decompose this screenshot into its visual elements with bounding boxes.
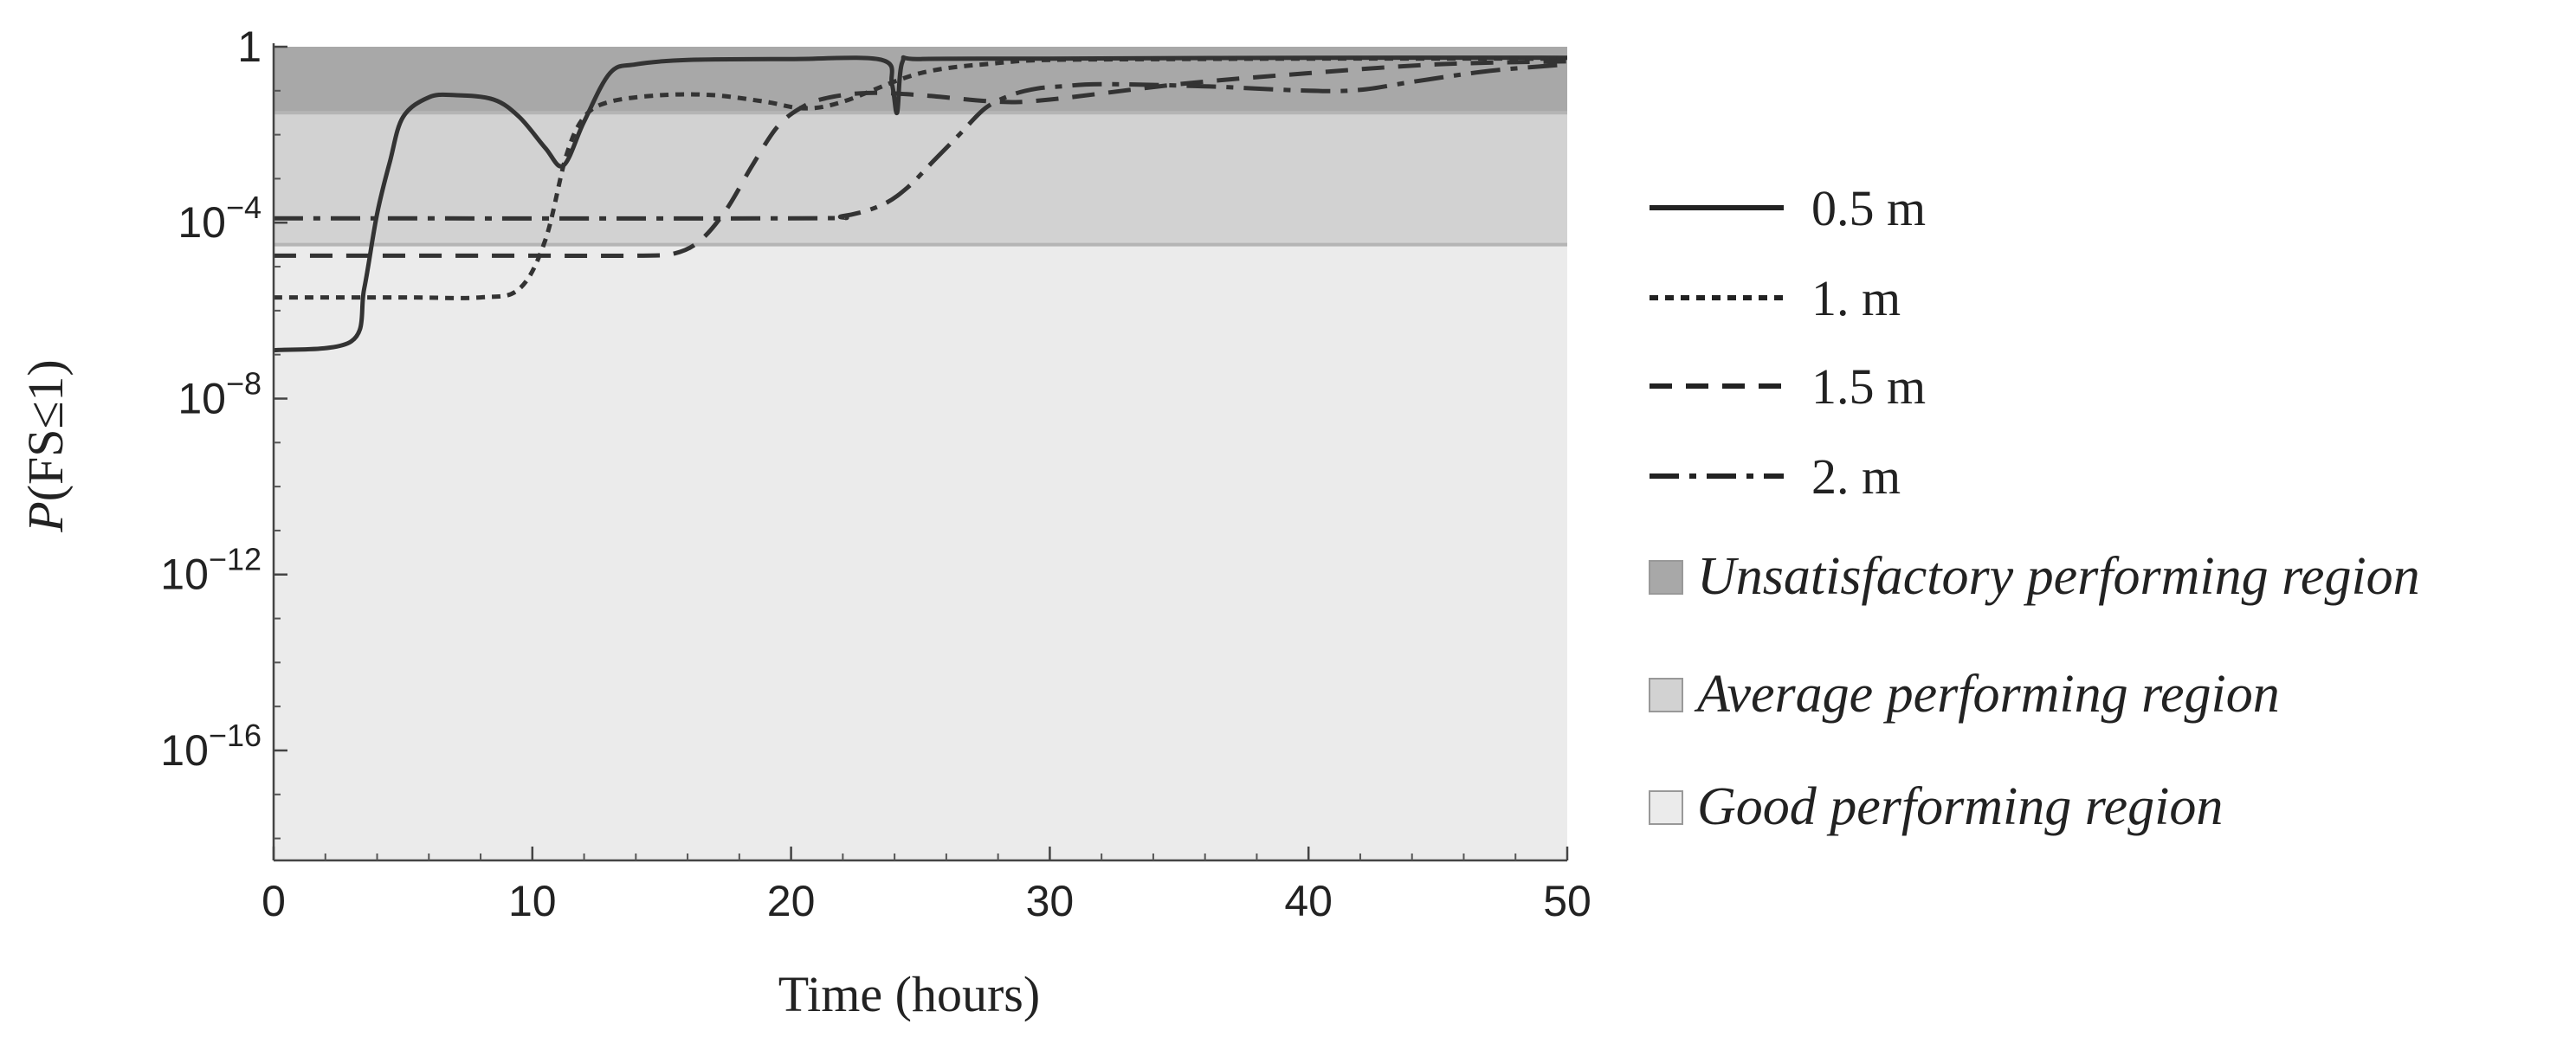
x-tick-label-1: 10: [508, 877, 557, 925]
legend-label-2: 1.5 m: [1811, 358, 1926, 415]
y-axis-label-italic: P: [17, 501, 74, 532]
x-tick-label-2: 20: [767, 877, 816, 925]
y-axis-label-rest: (FS≤1): [17, 359, 74, 501]
y-tick-label-4: 10−16: [160, 718, 261, 775]
legend-region-label-2: Good performing region: [1697, 777, 2223, 836]
x-axis-label: Time (hours): [778, 966, 1040, 1022]
series-line-1: [273, 56, 1568, 300]
series-line-2: [274, 59, 1568, 259]
series-line-3: [273, 61, 1568, 221]
y-tick-label-1: 10−4: [178, 190, 261, 247]
region-boundaries: [274, 111, 1567, 247]
legend-region-label-0: Unsatisfactory performing region: [1697, 547, 2420, 606]
y-tick-label-0: 1: [237, 23, 261, 71]
legend-label-0: 0.5 m: [1811, 180, 1926, 236]
region-band-1: [274, 113, 1567, 245]
legend-region-swatch-2: [1649, 790, 1683, 825]
x-tick-label-3: 30: [1026, 877, 1075, 925]
x-tick-label-5: 50: [1543, 877, 1591, 925]
ticks: 0 10 20 30 40 50 1 10−4 10−8 10−12 10−16: [160, 23, 1591, 925]
y-axis-label: P(FS≤1): [17, 359, 74, 532]
legend-label-3: 2. m: [1811, 448, 1901, 505]
performance-regions: [274, 47, 1567, 860]
legend-region-label-1: Average performing region: [1694, 665, 2280, 724]
legend-label-1: 1. m: [1811, 270, 1901, 326]
region-band-2: [274, 244, 1567, 860]
legend: 0.5 m 1. m 1.5 m 2. m Unsatisfactory perform…: [1649, 180, 2420, 836]
y-tick-label-2: 10−8: [178, 365, 261, 422]
series-lines: [273, 55, 1568, 353]
legend-region-swatch-0: [1649, 560, 1683, 595]
x-tick-label-4: 40: [1284, 877, 1333, 925]
x-tick-label-0: 0: [261, 877, 286, 925]
y-tick-label-3: 10−12: [160, 542, 261, 599]
legend-region-swatch-1: [1649, 678, 1683, 712]
series-line-0: [273, 55, 1568, 353]
